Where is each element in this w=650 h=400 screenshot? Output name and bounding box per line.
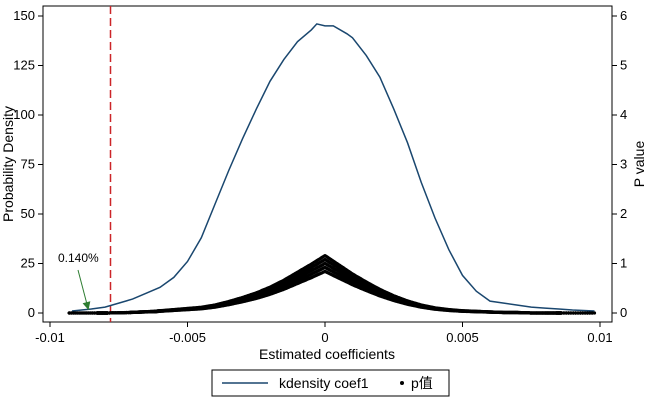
- pvalue-point: [581, 311, 585, 315]
- series-layer: [67, 23, 597, 315]
- pvalue-point: [576, 311, 580, 315]
- x-tick-label: 0.01: [587, 330, 612, 345]
- annotation: 0.140%: [58, 251, 99, 311]
- legend-label-pvalue: p值: [411, 375, 433, 391]
- legend-label-kdensity: kdensity coef1: [279, 375, 369, 391]
- pvalue-point: [562, 311, 566, 315]
- x-tick-label: 0.005: [446, 330, 479, 345]
- y-axis-left-title: Probability Density: [0, 106, 16, 222]
- y-left-tick-label: 100: [13, 107, 35, 122]
- x-tick-label: -0.01: [35, 330, 65, 345]
- y-left-tick-label: 0: [28, 305, 35, 320]
- annotation-label: 0.140%: [58, 251, 99, 265]
- pvalue-point: [569, 311, 573, 315]
- pvalue-point: [585, 311, 590, 315]
- y-axis-right: 0 1 2 3 4 5 6: [612, 8, 627, 320]
- pvalue-point: [574, 311, 578, 315]
- pvalue-point: [592, 311, 597, 315]
- pvalue-point: [571, 311, 575, 315]
- y-right-tick-label: 6: [620, 8, 627, 23]
- pvalue-point: [590, 311, 594, 315]
- y-right-tick-label: 2: [620, 206, 627, 221]
- y-right-tick-label: 4: [620, 107, 627, 122]
- y-right-tick-label: 1: [620, 256, 627, 271]
- y-left-tick-label: 50: [21, 206, 35, 221]
- x-axis: -0.01 -0.005 0 0.005 0.01: [35, 322, 613, 345]
- y-left-tick-label: 150: [13, 8, 35, 23]
- pvalue-point: [567, 311, 571, 315]
- y-left-tick-label: 75: [21, 157, 35, 172]
- y-axis-left: 0 25 50 75 100 125 150: [13, 8, 43, 320]
- annotation-arrowhead: [82, 301, 91, 311]
- legend-swatch-pvalue: [400, 381, 404, 385]
- y-axis-right-title: P value: [631, 141, 647, 188]
- y-right-tick-label: 3: [620, 157, 627, 172]
- x-tick-label: 0: [321, 330, 328, 345]
- series-kdensity-line: [71, 23, 595, 312]
- pvalue-point: [559, 311, 564, 315]
- y-right-tick-label: 5: [620, 58, 627, 73]
- pvalue-point: [583, 311, 587, 315]
- y-left-tick-label: 25: [21, 256, 35, 271]
- pvalue-point: [578, 311, 583, 315]
- pvalue-point: [588, 311, 592, 315]
- y-left-tick-label: 125: [13, 58, 35, 73]
- x-axis-title: Estimated coefficients: [259, 346, 395, 362]
- pvalue-point: [564, 311, 568, 315]
- x-tick-label: -0.005: [169, 330, 206, 345]
- legend: kdensity coef1 p值: [211, 369, 450, 397]
- plot-frame: [42, 5, 613, 323]
- y-right-tick-label: 0: [620, 305, 627, 320]
